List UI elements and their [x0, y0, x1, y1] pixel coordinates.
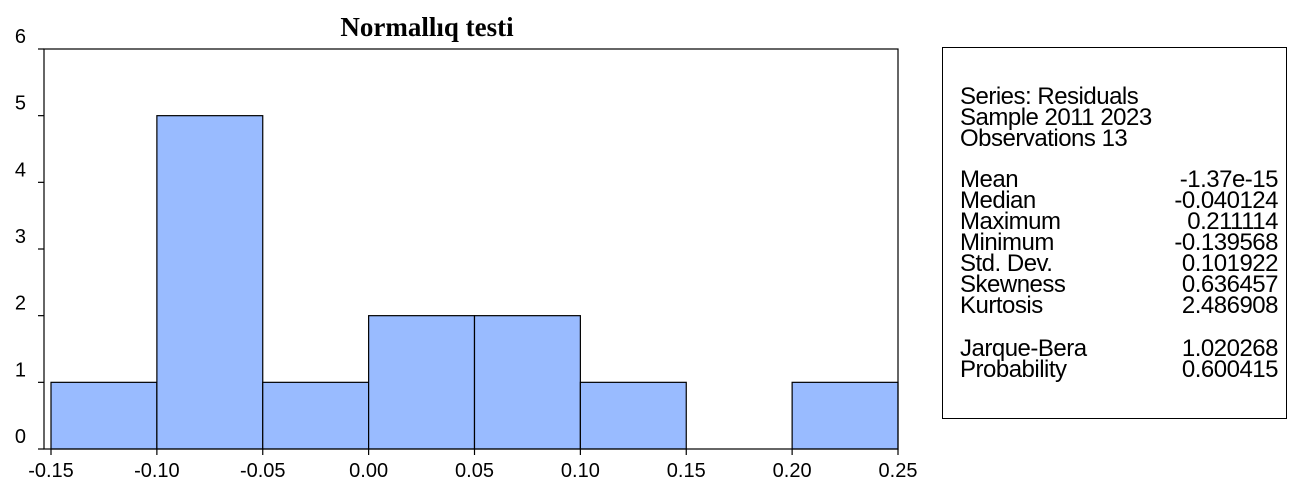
y-tick-label: 3 [15, 226, 26, 248]
stat-label: Median [960, 187, 1036, 214]
stat-row-minimum: Minimum -0.139568 [960, 229, 1278, 256]
stat-value: -1.37e-15 [1179, 166, 1279, 193]
x-tick-label: 0.15 [667, 460, 706, 482]
stat-row-kurtosis: Kurtosis 2.486908 [960, 292, 1279, 319]
histogram-bar [156, 115, 264, 450]
y-tick-label: 2 [15, 293, 26, 315]
stat-row-jarque-bera: Jarque-Bera 1.020268 [960, 335, 1279, 362]
x-tick-label: 0.00 [349, 460, 388, 482]
x-tick-label: -0.15 [28, 460, 74, 482]
stat-label: Maximum [960, 208, 1061, 235]
stat-row-mean: Mean -1.37e-15 [960, 166, 1279, 193]
stat-label: Std. Dev. [960, 250, 1053, 277]
stat-row-std-dev: Std. Dev. 0.101922 [960, 250, 1279, 277]
stat-value: 1.020268 [1181, 335, 1279, 362]
stat-label: Kurtosis [960, 292, 1043, 319]
y-tick-label: 4 [15, 159, 26, 181]
histogram-bar [473, 315, 581, 450]
x-tick-label: 0.10 [561, 460, 600, 482]
stat-row-median: Median -0.040124 [960, 187, 1278, 214]
y-tick-label: 6 [15, 26, 26, 48]
histogram-bar [579, 381, 687, 450]
histogram-bar [50, 381, 158, 450]
series-label: Series: Residuals [960, 83, 1139, 110]
stat-label: Probability [960, 356, 1067, 383]
y-tick-label: 1 [15, 359, 26, 381]
y-tick-label: 5 [15, 93, 26, 115]
stat-row-probability: Probability 0.600415 [960, 356, 1279, 383]
x-tick-label: 0.25 [879, 460, 918, 482]
x-tick-label: -0.05 [240, 460, 286, 482]
stat-value: -0.040124 [1174, 187, 1278, 214]
observations-label: Observations 13 [960, 125, 1128, 152]
x-tick-label: 0.20 [773, 460, 812, 482]
statistics-panel: Series: Residuals Sample 2011 2023 Obser… [942, 47, 1287, 419]
x-tick-label: -0.10 [134, 460, 180, 482]
stat-row-skewness: Skewness 0.636457 [960, 271, 1279, 298]
stat-value: 0.636457 [1181, 271, 1279, 298]
stat-label: Mean [960, 166, 1019, 193]
chart-title: Normallıq testi [340, 12, 514, 42]
stat-label: Minimum [960, 229, 1054, 256]
histogram-bar [368, 315, 476, 450]
histogram-bar [791, 381, 899, 450]
histogram-chart: 0 1 2 3 4 5 6 -0.15 -0.10 -0.05 0.00 0.05 0.10 0.15 0.… [15, 26, 918, 482]
stat-value: 0.101922 [1181, 250, 1279, 277]
stat-value: -0.139568 [1174, 229, 1278, 256]
stat-row-maximum: Maximum 0.211114 [960, 208, 1278, 235]
y-tick-label: 0 [15, 426, 26, 448]
stat-value: 2.486908 [1181, 292, 1279, 319]
histogram-bar [262, 381, 370, 450]
stat-value: 0.600415 [1181, 356, 1279, 383]
stat-label: Skewness [960, 271, 1066, 298]
stat-label: Jarque-Bera [960, 335, 1087, 362]
stat-value: 0.211114 [1187, 208, 1278, 235]
sample-label: Sample 2011 2023 [960, 104, 1152, 131]
x-tick-label: 0.05 [455, 460, 494, 482]
